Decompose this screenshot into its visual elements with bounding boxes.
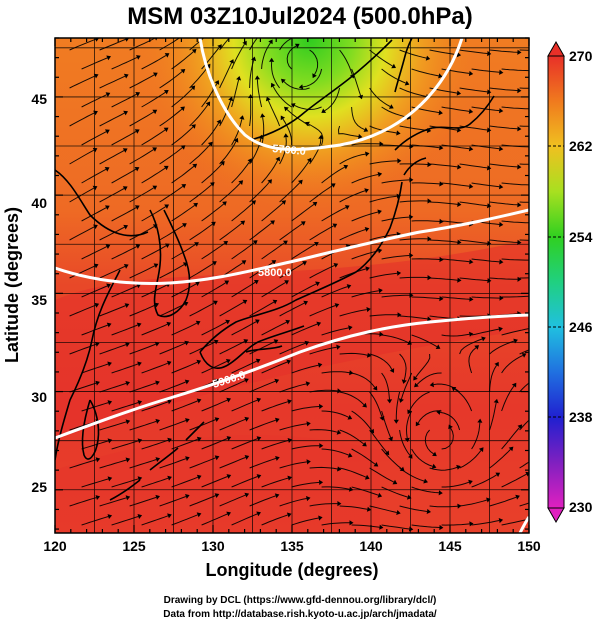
wind-streamlines xyxy=(69,38,529,530)
y-tick-label: 40 xyxy=(31,195,47,211)
colorbar: 270 262 254 246 238 230 xyxy=(547,40,593,524)
x-tick-label: 125 xyxy=(122,538,146,554)
height-contours xyxy=(55,38,529,533)
x-axis-label: Longitude (degrees) xyxy=(205,560,378,580)
contour-label-5800: 5800.0 xyxy=(258,267,292,279)
contour-label-5700: 5700.0 xyxy=(272,143,307,158)
lat-lon-grid xyxy=(55,38,529,533)
colorbar-tick-label: 262 xyxy=(569,138,593,154)
x-tick-label: 150 xyxy=(517,538,541,554)
y-axis-label: Latitude (degrees) xyxy=(2,207,22,363)
credit-data-source: Data from http://database.rish.kyoto-u.a… xyxy=(163,609,437,620)
y-tick-labels: 25 30 35 40 45 xyxy=(31,91,47,495)
x-tick-label: 135 xyxy=(280,538,304,554)
y-tick-label: 30 xyxy=(31,389,47,405)
y-tick-label: 45 xyxy=(31,91,47,107)
x-tick-label: 130 xyxy=(201,538,225,554)
colorbar-min-arrow xyxy=(547,507,565,524)
map-title: MSM 03Z10Jul2024 (500.0hPa) xyxy=(127,3,473,30)
x-tick-labels: 120 125 130 135 140 145 150 xyxy=(43,538,541,554)
colorbar-tick-label: 270 xyxy=(569,48,593,64)
temperature-field: 5800.0 5900.0 5700.0 xyxy=(55,38,529,533)
wind-arrowheads xyxy=(92,38,529,532)
colorbar-tick-label: 246 xyxy=(569,319,593,335)
x-tick-label: 140 xyxy=(359,538,383,554)
y-tick-label: 25 xyxy=(31,479,47,495)
x-tick-label: 145 xyxy=(438,538,462,554)
coastlines xyxy=(55,38,495,501)
colorbar-scale xyxy=(547,55,565,509)
axis-tick-marks xyxy=(54,37,530,533)
colorbar-tick-label: 254 xyxy=(569,229,593,245)
x-tick-label: 120 xyxy=(43,538,67,554)
colorbar-tick-label: 238 xyxy=(569,409,593,425)
colorbar-tick-label: 230 xyxy=(569,499,593,515)
colorbar-max-arrow xyxy=(547,40,565,57)
credit-drawing: Drawing by DCL (https://www.gfd-dennou.o… xyxy=(164,595,437,606)
y-tick-label: 35 xyxy=(31,292,47,308)
